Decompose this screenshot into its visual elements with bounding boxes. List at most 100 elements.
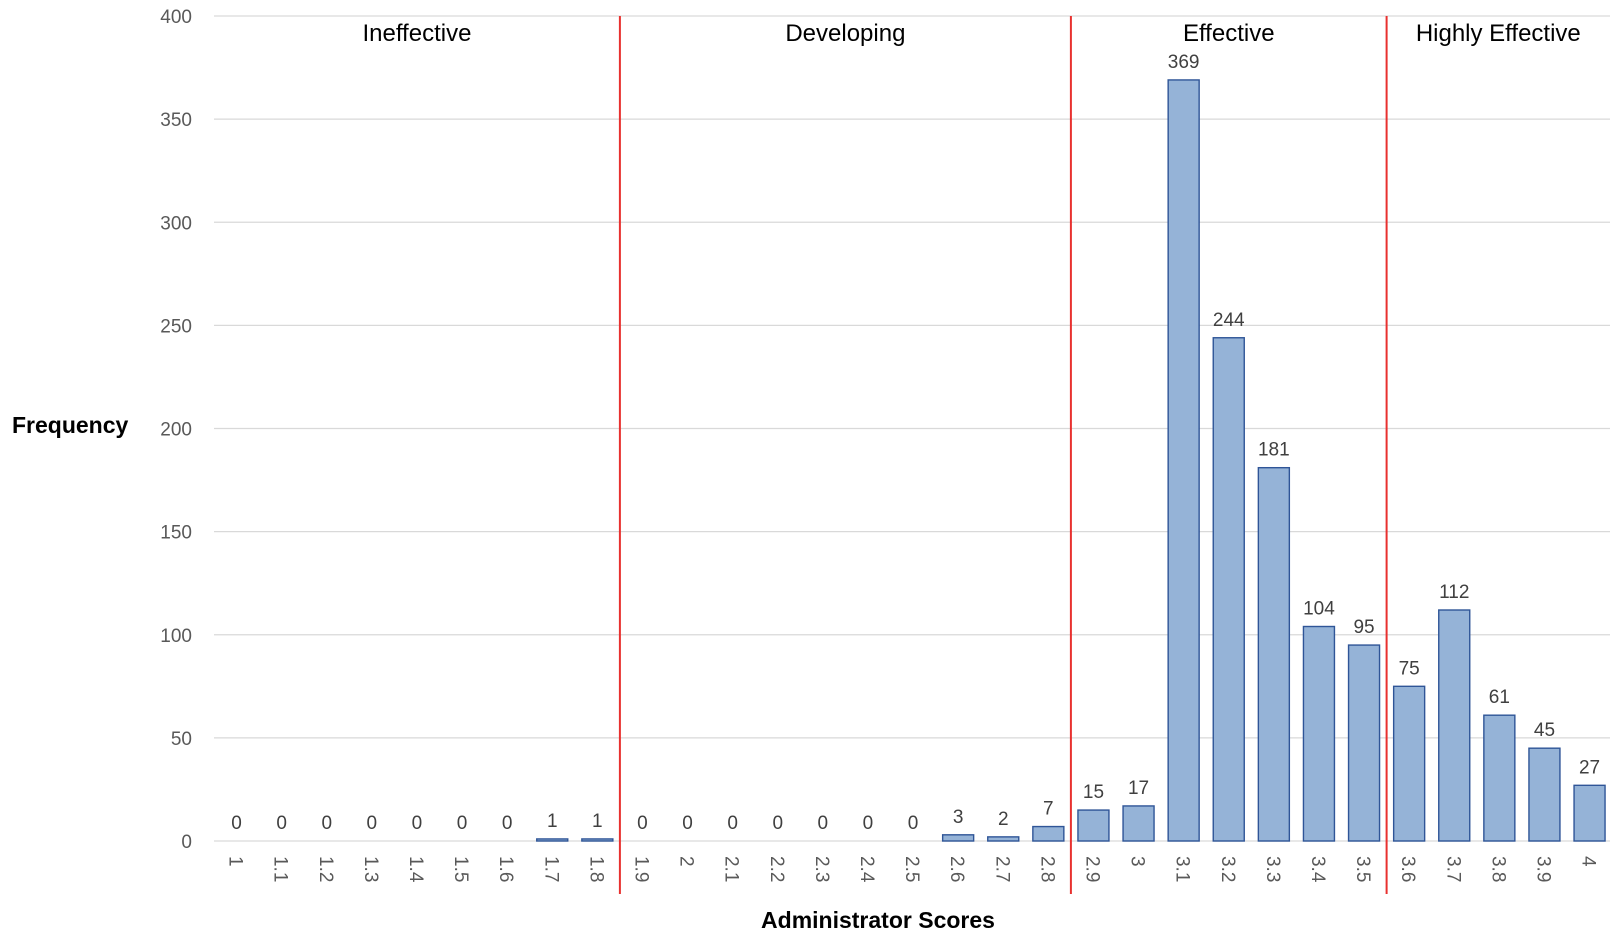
data-label: 17 (1128, 778, 1149, 799)
region-label: Effective (1183, 20, 1275, 47)
x-tick-label: 2.2 (766, 856, 787, 882)
data-label: 75 (1399, 658, 1420, 679)
y-tick-label: 300 (160, 213, 192, 234)
x-tick-label: 2 (676, 856, 697, 867)
y-axis-title: Frequency (12, 412, 129, 438)
data-label: 0 (637, 813, 648, 834)
x-tick-label: 3.1 (1172, 856, 1193, 882)
data-label: 0 (818, 813, 829, 834)
data-label: 244 (1213, 310, 1245, 331)
bar (1573, 784, 1606, 842)
region-label: Highly Effective (1416, 20, 1581, 47)
bar (1077, 809, 1110, 842)
x-tick-label: 2.4 (856, 856, 877, 883)
bar (1528, 747, 1561, 842)
y-axis-ticks: 0 50 100 150 200 250 300 350 400 (160, 7, 192, 853)
x-tick-label: 1.7 (540, 856, 561, 882)
bar (941, 834, 975, 842)
x-tick-label: 4 (1578, 856, 1599, 867)
data-label: 1 (592, 811, 603, 832)
data-label: 0 (682, 813, 693, 834)
y-tick-label: 200 (160, 420, 192, 441)
data-label: 0 (863, 813, 874, 834)
x-tick-label: 2.3 (811, 856, 832, 882)
bar (1122, 805, 1155, 842)
region-labels: Ineffective Developing Effective Highly Eff… (362, 20, 1580, 47)
data-label: 181 (1258, 440, 1290, 461)
x-tick-label: 1.3 (360, 856, 381, 882)
data-label: 61 (1489, 687, 1510, 708)
data-label: 1 (547, 811, 558, 832)
y-tick-label: 100 (160, 626, 192, 647)
bar (1212, 337, 1245, 842)
data-label: 369 (1168, 52, 1200, 73)
data-label: 27 (1579, 757, 1600, 778)
data-label: 0 (321, 813, 332, 834)
bar (987, 836, 1020, 842)
x-tick-label: 1 (225, 856, 246, 867)
x-tick-label: 1.2 (315, 856, 336, 882)
bar (1347, 644, 1381, 842)
x-tick-label: 1.8 (585, 856, 606, 882)
x-tick-label: 2.5 (901, 856, 922, 882)
data-label: 15 (1083, 782, 1104, 803)
data-label: 0 (908, 813, 919, 834)
x-tick-label: 2.8 (1036, 856, 1057, 882)
data-label: 2 (998, 809, 1009, 830)
bars (536, 79, 1606, 842)
x-tick-label: 3.4 (1307, 856, 1328, 883)
x-tick-label: 2.7 (991, 856, 1012, 882)
x-tick-label: 3 (1127, 856, 1148, 867)
x-tick-label: 1.6 (495, 856, 516, 882)
x-tick-label: 3.9 (1532, 856, 1553, 882)
data-label: 0 (457, 813, 468, 834)
y-tick-label: 250 (160, 316, 192, 337)
bar (1438, 609, 1471, 842)
bar (1167, 79, 1200, 842)
region-label: Ineffective (362, 20, 471, 47)
y-tick-label: 0 (181, 832, 192, 853)
data-label: 95 (1353, 617, 1374, 638)
x-tick-label: 2.9 (1081, 856, 1102, 882)
bar (1392, 685, 1426, 842)
x-tick-label: 1.5 (450, 856, 471, 882)
bar (581, 838, 614, 842)
data-label: 0 (412, 813, 423, 834)
data-label: 3 (953, 807, 964, 828)
x-tick-label: 2.6 (946, 856, 967, 882)
x-axis-title: Administrator Scores (761, 907, 995, 933)
x-tick-label: 1.9 (630, 856, 651, 882)
bar (1302, 625, 1336, 842)
data-label: 112 (1439, 582, 1469, 603)
bar (1257, 466, 1291, 842)
data-label: 0 (276, 813, 287, 834)
bar (1032, 825, 1065, 842)
data-label: 7 (1043, 799, 1054, 820)
data-label: 0 (367, 813, 378, 834)
x-tick-label: 3.3 (1262, 856, 1283, 882)
x-tick-label: 3.7 (1442, 856, 1463, 882)
data-label: 45 (1534, 720, 1555, 741)
region-label: Developing (785, 20, 905, 47)
x-tick-label: 2.1 (721, 856, 742, 882)
bar (536, 838, 569, 842)
region-dividers (618, 16, 1388, 894)
x-tick-label: 3.6 (1397, 856, 1418, 882)
x-tick-label: 3.8 (1487, 856, 1508, 882)
data-label: 104 (1303, 599, 1335, 620)
gridlines (214, 15, 1610, 842)
data-labels: 0 0 0 0 0 0 0 1 1 0 0 0 0 0 0 0 3 2 715 1736924418110495751… (231, 52, 1600, 834)
data-label: 0 (502, 813, 513, 834)
data-label: 0 (727, 813, 738, 834)
y-tick-label: 350 (160, 110, 192, 131)
x-tick-label: 3.2 (1217, 856, 1238, 882)
x-tick-label: 1.4 (405, 856, 426, 883)
data-label: 0 (772, 813, 783, 834)
y-tick-label: 50 (171, 729, 192, 750)
data-label: 0 (231, 813, 242, 834)
y-tick-label: 150 (160, 523, 192, 544)
x-tick-label: 1.1 (270, 856, 291, 882)
x-axis-ticks: 1 1.1 1.2 1.3 1.4 1.5 1.6 1.7 1.8 1.9 2 2.1 2.2 2.3 2.… (225, 856, 1599, 883)
x-tick-label: 3.5 (1352, 856, 1373, 882)
